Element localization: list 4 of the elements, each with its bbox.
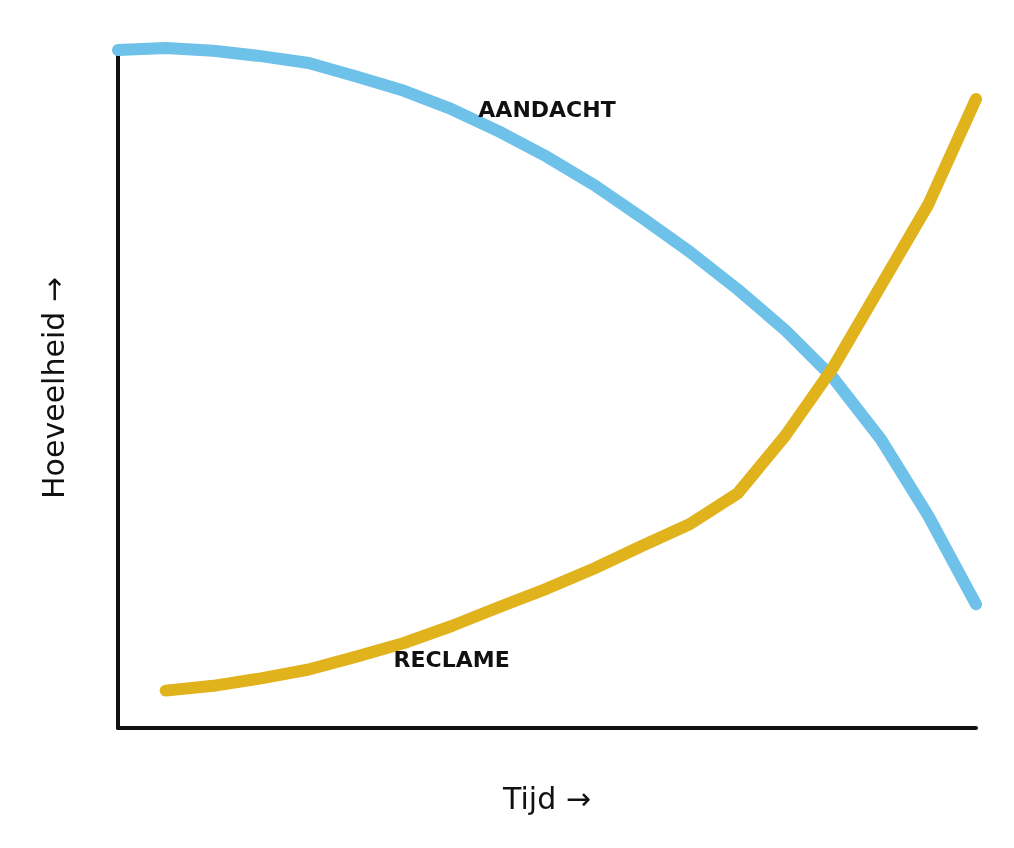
series-label: RECLAME — [393, 647, 510, 672]
series-label: AANDACHT — [478, 96, 616, 122]
x-axis-title: Tijd → — [502, 780, 591, 816]
y-axis-title: Hoeveelheid → — [35, 277, 71, 499]
